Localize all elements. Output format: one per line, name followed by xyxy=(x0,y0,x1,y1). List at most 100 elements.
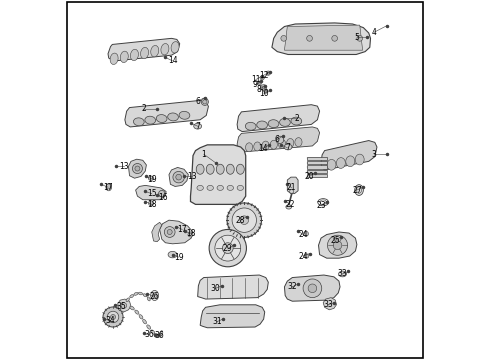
Polygon shape xyxy=(323,298,337,310)
Text: 18: 18 xyxy=(147,200,156,209)
Text: 24: 24 xyxy=(298,230,308,239)
Ellipse shape xyxy=(295,138,302,147)
Bar xyxy=(307,174,327,177)
Text: 11: 11 xyxy=(251,75,261,84)
Polygon shape xyxy=(285,275,340,301)
Text: 22: 22 xyxy=(285,200,294,209)
Circle shape xyxy=(232,208,256,232)
Circle shape xyxy=(332,36,338,41)
Ellipse shape xyxy=(262,141,269,150)
Ellipse shape xyxy=(284,144,292,150)
Ellipse shape xyxy=(280,118,290,126)
Ellipse shape xyxy=(151,330,155,334)
Ellipse shape xyxy=(134,292,138,295)
Text: 29: 29 xyxy=(223,244,233,253)
Ellipse shape xyxy=(194,123,201,129)
Circle shape xyxy=(159,190,165,197)
Ellipse shape xyxy=(147,325,150,329)
Ellipse shape xyxy=(179,111,190,119)
Ellipse shape xyxy=(138,292,143,295)
Circle shape xyxy=(327,235,347,255)
Circle shape xyxy=(215,235,241,261)
Circle shape xyxy=(222,243,233,253)
Ellipse shape xyxy=(355,154,364,165)
Circle shape xyxy=(267,72,270,74)
Ellipse shape xyxy=(147,297,150,301)
Circle shape xyxy=(164,226,175,237)
Circle shape xyxy=(209,229,246,267)
Text: 5: 5 xyxy=(354,33,359,42)
Ellipse shape xyxy=(110,53,118,64)
Bar xyxy=(307,157,327,160)
Ellipse shape xyxy=(355,185,364,195)
Circle shape xyxy=(266,71,270,75)
Polygon shape xyxy=(108,39,180,61)
Text: 36: 36 xyxy=(155,332,165,341)
Ellipse shape xyxy=(291,117,302,125)
Circle shape xyxy=(303,279,322,298)
Text: 2: 2 xyxy=(142,104,146,113)
Circle shape xyxy=(260,76,265,80)
Ellipse shape xyxy=(207,185,214,190)
Circle shape xyxy=(203,100,207,104)
Ellipse shape xyxy=(168,113,178,121)
Ellipse shape xyxy=(141,48,148,59)
Circle shape xyxy=(148,201,153,206)
Ellipse shape xyxy=(151,291,159,301)
Text: 13: 13 xyxy=(119,162,128,171)
Ellipse shape xyxy=(336,158,345,168)
Circle shape xyxy=(132,163,143,174)
Circle shape xyxy=(261,85,267,90)
Bar xyxy=(307,165,327,168)
Polygon shape xyxy=(118,299,131,312)
Ellipse shape xyxy=(133,118,144,126)
Text: 19: 19 xyxy=(174,253,183,262)
Circle shape xyxy=(276,136,284,143)
Ellipse shape xyxy=(154,333,159,337)
Text: 30: 30 xyxy=(211,284,220,293)
Text: 17: 17 xyxy=(177,225,187,234)
Polygon shape xyxy=(136,185,166,200)
Text: 33: 33 xyxy=(338,269,347,278)
Ellipse shape xyxy=(268,120,279,127)
Text: 31: 31 xyxy=(212,317,222,326)
Circle shape xyxy=(257,81,262,85)
Ellipse shape xyxy=(135,310,139,314)
Circle shape xyxy=(265,90,267,92)
Polygon shape xyxy=(152,222,162,242)
Polygon shape xyxy=(237,127,319,152)
Circle shape xyxy=(258,82,260,84)
Text: 16: 16 xyxy=(158,193,167,202)
Polygon shape xyxy=(287,177,298,194)
Ellipse shape xyxy=(216,164,224,174)
Ellipse shape xyxy=(196,164,204,174)
Text: 32: 32 xyxy=(288,282,297,291)
Ellipse shape xyxy=(245,143,253,152)
Ellipse shape xyxy=(286,205,292,209)
Ellipse shape xyxy=(206,164,214,174)
Ellipse shape xyxy=(287,139,294,148)
Circle shape xyxy=(201,98,208,105)
Circle shape xyxy=(106,184,111,189)
Ellipse shape xyxy=(143,294,147,297)
Circle shape xyxy=(281,36,287,41)
Text: 17: 17 xyxy=(103,183,113,192)
Polygon shape xyxy=(125,100,208,127)
Text: 14: 14 xyxy=(258,144,268,153)
Ellipse shape xyxy=(226,164,234,174)
Text: 33: 33 xyxy=(323,300,333,309)
Ellipse shape xyxy=(217,185,223,190)
Ellipse shape xyxy=(161,44,169,55)
Ellipse shape xyxy=(139,315,143,319)
Ellipse shape xyxy=(126,298,129,302)
Bar xyxy=(307,161,327,164)
Text: 7: 7 xyxy=(195,122,200,131)
Ellipse shape xyxy=(148,176,154,180)
Text: 25: 25 xyxy=(331,236,340,245)
Polygon shape xyxy=(272,23,370,54)
Ellipse shape xyxy=(160,331,163,336)
Text: 15: 15 xyxy=(147,189,157,198)
Circle shape xyxy=(135,166,140,171)
Ellipse shape xyxy=(245,122,256,130)
Circle shape xyxy=(121,303,126,309)
